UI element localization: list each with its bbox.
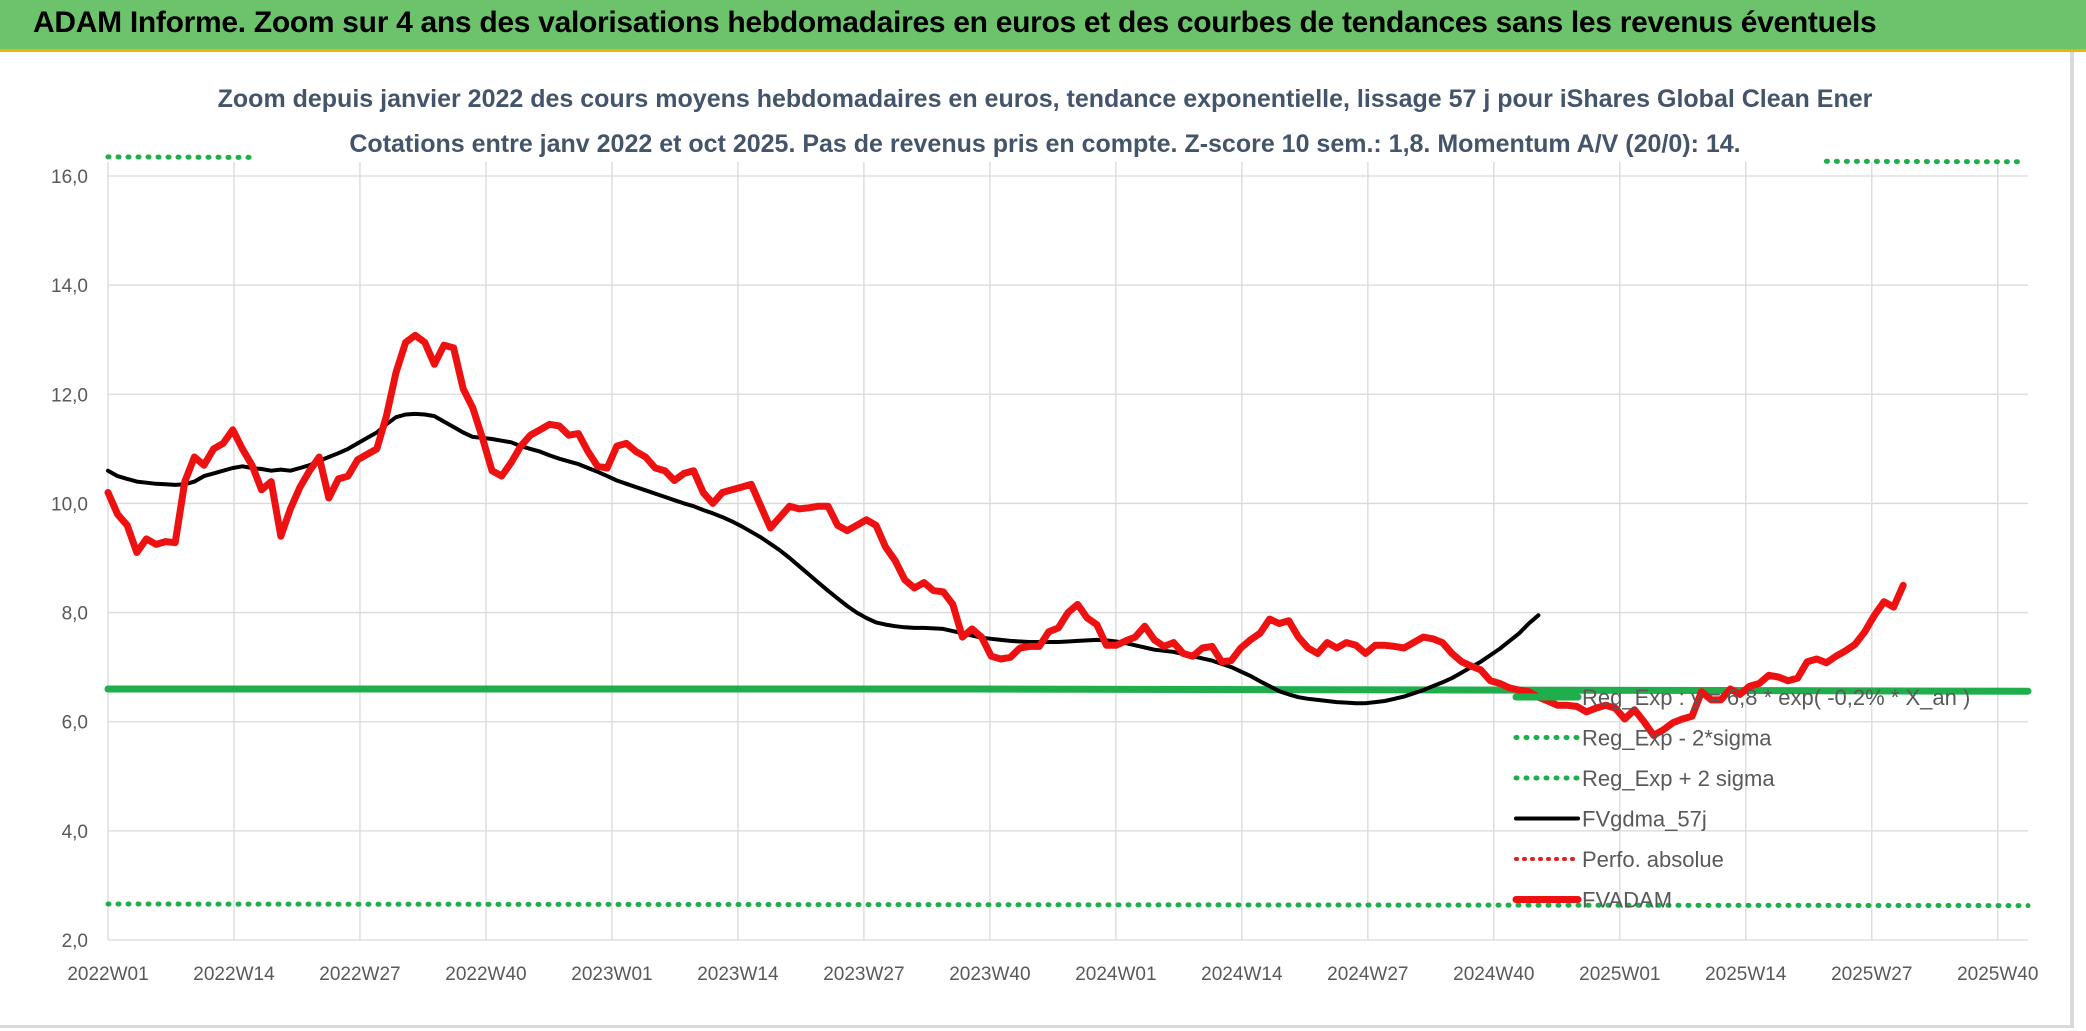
- x-tick-label: 2025W01: [1579, 964, 1660, 985]
- x-tick-label: 2024W01: [1075, 964, 1156, 985]
- x-tick-label: 2025W27: [1831, 964, 1912, 985]
- x-tick-label: 2023W40: [949, 964, 1030, 985]
- y-axis-ticks: 2,0 4,0 6,0 8,0 10,0 12,0 14,0 16,0: [51, 167, 88, 952]
- series-line-2: [1823, 158, 2021, 165]
- y-tick-label: 8,0: [62, 604, 88, 625]
- y-tick-label: 6,0: [62, 713, 88, 734]
- chart-frame: [0, 52, 2074, 1028]
- x-tick-label: 2024W14: [1201, 964, 1283, 985]
- y-tick-label: 14,0: [51, 276, 88, 297]
- legend-label: Reg_Exp : y = 6,8 * exp( -0,2% * X_an ): [1582, 685, 1970, 710]
- y-tick-label: 10,0: [51, 494, 88, 515]
- series-line-0: [104, 685, 2032, 695]
- series-lines: [104, 154, 2032, 909]
- header-banner: ADAM Informe. Zoom sur 4 ans des valoris…: [0, 0, 2086, 52]
- y-tick-label: 2,0: [62, 931, 88, 952]
- x-tick-label: 2023W14: [697, 964, 779, 985]
- series-line-1: [105, 901, 2031, 909]
- chart-title: Zoom depuis janvier 2022 des cours moyen…: [218, 85, 1873, 113]
- x-tick-label: 2024W40: [1453, 964, 1534, 985]
- chart-subtitle: Cotations entre janv 2022 et oct 2025. P…: [349, 130, 1740, 158]
- series-line-3: [106, 411, 1541, 706]
- legend: Reg_Exp : y = 6,8 * exp( -0,2% * X_an ) R…: [1512, 685, 1970, 913]
- banner-title: ADAM Informe. Zoom sur 4 ans des valoris…: [33, 6, 1877, 39]
- x-tick-label: 2022W14: [193, 964, 275, 985]
- legend-label: Perfo. absolue: [1582, 847, 1724, 872]
- x-tick-label: 2022W01: [67, 964, 148, 985]
- x-tick-label: 2025W14: [1705, 964, 1787, 985]
- x-tick-label: 2022W27: [319, 964, 400, 985]
- legend-label: Reg_Exp + 2 sigma: [1582, 766, 1775, 791]
- series-line-5: [104, 331, 1907, 739]
- y-tick-label: 4,0: [62, 822, 88, 843]
- x-tick-label: 2023W27: [823, 964, 904, 985]
- legend-label: Reg_Exp - 2*sigma: [1582, 726, 1772, 751]
- series-line-2: [105, 154, 255, 160]
- y-tick-label: 16,0: [51, 167, 88, 188]
- gridlines: [107, 162, 2028, 941]
- legend-label: FVgdma_57j: [1582, 807, 1707, 832]
- x-tick-label: 2025W40: [1957, 964, 2038, 985]
- y-tick-label: 12,0: [51, 385, 88, 406]
- x-axis-ticks: 2022W01 2022W14 2022W27 2022W40 2023W01 2023W…: [67, 964, 2038, 985]
- x-tick-label: 2023W01: [571, 964, 652, 985]
- legend-label: FVADAM: [1582, 888, 1672, 913]
- x-tick-label: 2024W27: [1327, 964, 1408, 985]
- x-tick-label: 2022W40: [445, 964, 526, 985]
